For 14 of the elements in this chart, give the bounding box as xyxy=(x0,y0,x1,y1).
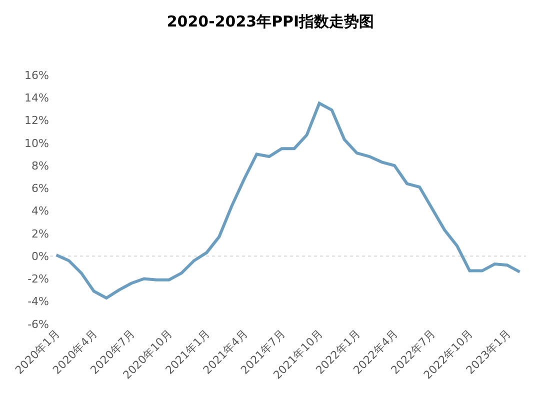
y-tick-label: 6% xyxy=(32,182,49,196)
y-tick-label: 4% xyxy=(32,204,49,218)
line-series xyxy=(54,102,522,300)
y-tick-label: 12% xyxy=(24,114,49,128)
y-tick-label: 0% xyxy=(32,250,49,263)
y-tick-label: -6% xyxy=(28,318,49,331)
y-tick-label: -2% xyxy=(28,272,49,286)
y-tick-label: -4% xyxy=(28,295,49,308)
y-tick-label: 10% xyxy=(24,136,49,150)
y-tick-label: 8% xyxy=(32,159,49,172)
y-tick-label: 14% xyxy=(24,91,49,104)
chart-title: 2020-2023年PPI指数走势图 xyxy=(166,12,374,30)
y-tick-label: 16% xyxy=(24,68,49,82)
y-tick-label: 2% xyxy=(32,227,49,240)
